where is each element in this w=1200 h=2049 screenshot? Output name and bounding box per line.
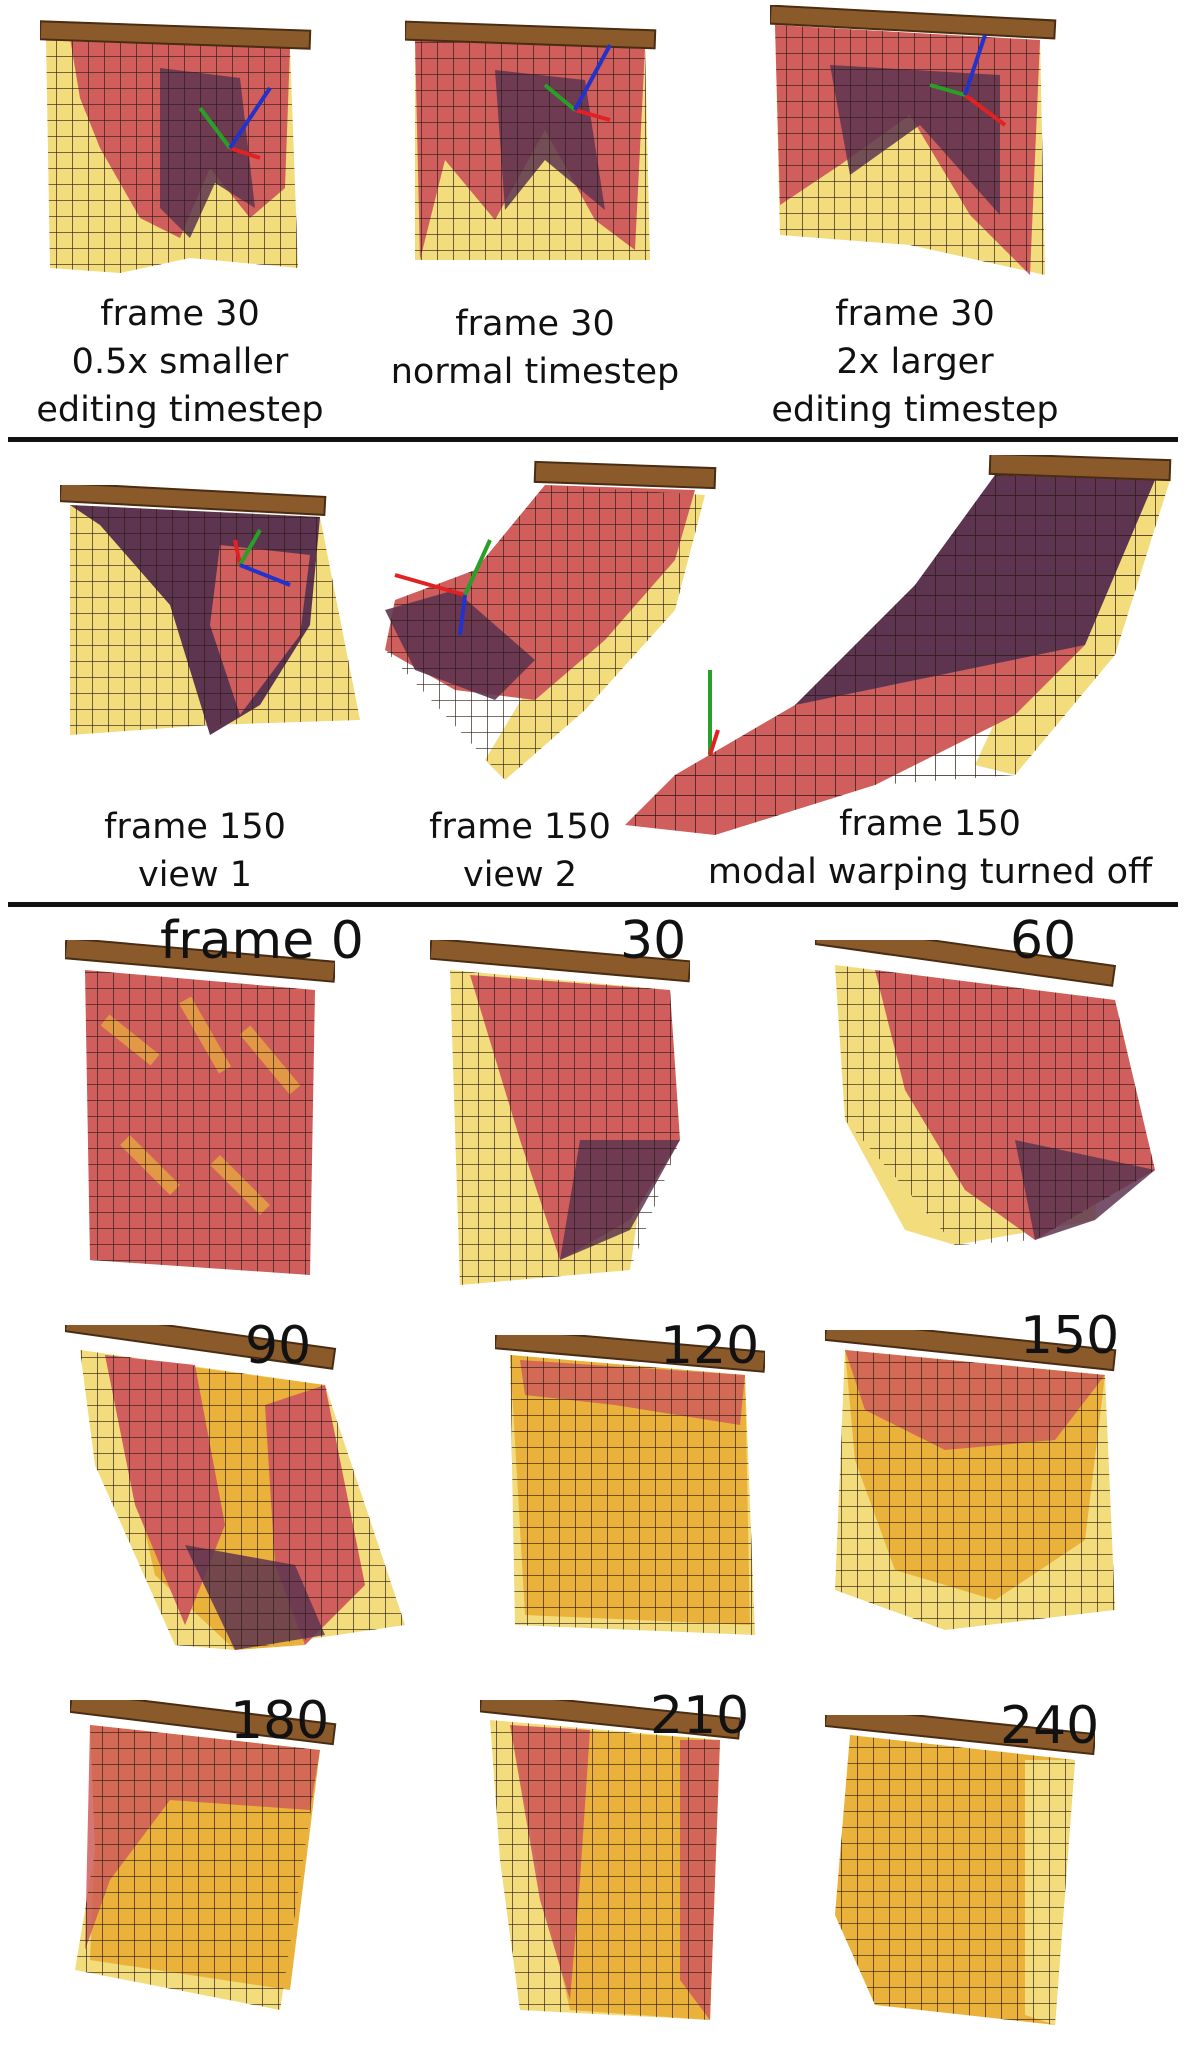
caption-frame150-view2: frame 150 view 2 xyxy=(429,807,611,895)
caption-frame30-double-timestep: frame 30 2x larger editing timestep xyxy=(771,294,1059,430)
curtain-frame-0 xyxy=(65,940,335,1280)
curtain-panel-frame30-double-timestep xyxy=(770,5,1060,285)
frame-label-240: 240 xyxy=(1000,1696,1100,1756)
curtain-frame-90 xyxy=(65,1325,410,1655)
caption-frame30-half-timestep: frame 30 0.5x smaller editing timestep xyxy=(36,294,324,430)
frame-label-150: 150 xyxy=(1020,1306,1120,1366)
curtain-panel-frame150-view1 xyxy=(60,485,360,755)
curtain-panel-frame150-view2 xyxy=(375,460,725,785)
curtain-frame-150 xyxy=(825,1330,1125,1640)
curtain-panel-frame30-half-timestep xyxy=(40,8,320,288)
frame-label-120: 120 xyxy=(660,1316,760,1376)
caption-frame150-view1: frame 150 view 1 xyxy=(104,807,286,895)
frame-label-60: 60 xyxy=(1010,911,1077,971)
curtain-frame-120 xyxy=(495,1335,765,1645)
caption-frame30-normal-timestep: frame 30 normal timestep xyxy=(390,304,680,392)
curtain-frame-60 xyxy=(815,940,1160,1260)
frame-label-30: 30 xyxy=(620,911,687,971)
frame-label-180: 180 xyxy=(230,1691,330,1751)
curtain-frame-30 xyxy=(430,940,690,1290)
frame-label-90: 90 xyxy=(245,1316,312,1376)
curtain-panel-frame150-no-modal-warping xyxy=(615,455,1175,840)
section-divider-1 xyxy=(8,437,1178,442)
section-divider-2 xyxy=(8,902,1178,907)
curtain-frame-180 xyxy=(70,1700,340,2020)
frame-label-0: frame 0 xyxy=(160,911,364,971)
caption-frame150-no-modal-warping: frame 150 modal warping turned off xyxy=(707,804,1153,892)
curtain-frame-210 xyxy=(480,1700,740,2040)
curtain-frame-240 xyxy=(825,1715,1095,2035)
frame-label-210: 210 xyxy=(650,1686,750,1746)
curtain-panel-frame30-normal-timestep xyxy=(405,10,665,280)
